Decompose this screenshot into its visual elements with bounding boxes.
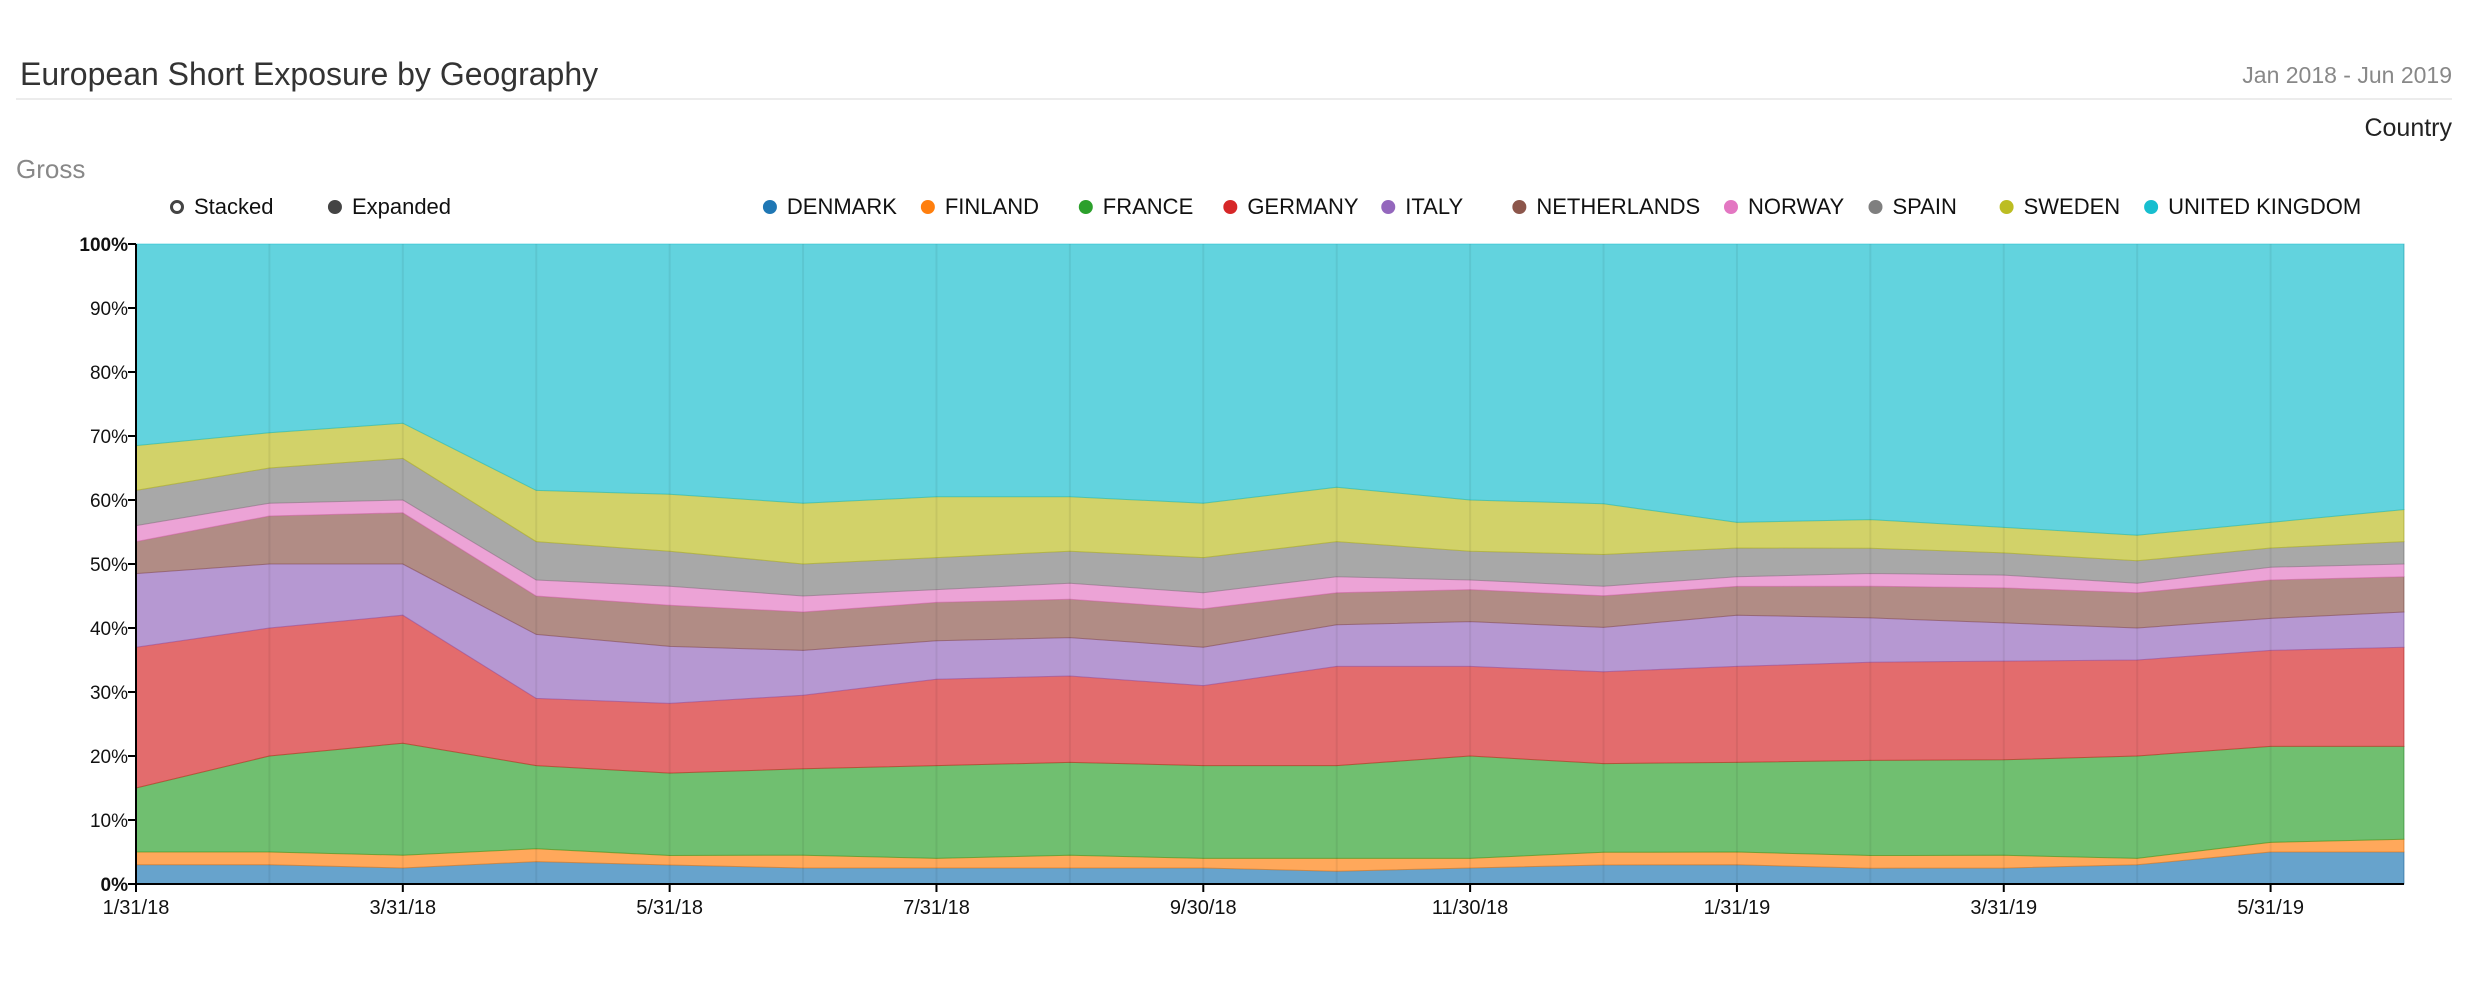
x-tick-label: 5/31/19 (2237, 897, 2304, 919)
y-tick-label: 20% (90, 747, 128, 768)
y-tick-label: 80% (90, 363, 128, 384)
chart-header: European Short Exposure by Geography Jan… (16, 52, 2452, 100)
legend-item-denmark[interactable]: DENMARK (762, 194, 897, 219)
x-tick-label: 3/31/19 (1970, 897, 2037, 919)
legend-label: DENMARK (787, 194, 897, 219)
x-tick-label: 1/31/19 (1704, 897, 1771, 919)
y-tick-label: 10% (90, 811, 128, 832)
legend-label: ITALY (1405, 194, 1463, 219)
legend-swatch (1868, 200, 1883, 214)
y-tick-label: 30% (90, 683, 128, 704)
legend-item-france[interactable]: FRANCE (1078, 194, 1193, 219)
area-layer (135, 243, 2405, 885)
y-tick-label: 60% (90, 491, 128, 512)
legend-swatch (1723, 200, 1738, 214)
mode-label: Stacked (194, 194, 274, 219)
axes: 0% 10% 20% 30% 40% 50% 60% 70% 80% 90% 100% 1/31/18… (79, 235, 2404, 919)
mode-option-stacked[interactable]: Stacked (170, 194, 274, 219)
legend-item-germany[interactable]: GERMANY (1223, 194, 1359, 219)
legend-swatch (2144, 200, 2159, 214)
radio-indicator (327, 200, 342, 214)
legend-label: NETHERLANDS (1536, 194, 1700, 219)
x-tick-label: 1/31/18 (103, 897, 170, 919)
legend-label: GERMANY (1247, 194, 1359, 219)
y-tick-label: 40% (90, 619, 128, 640)
legend-label: NORWAY (1748, 194, 1844, 219)
x-tick-label: 5/31/18 (636, 897, 703, 919)
date-range: Jan 2018 - Jun 2019 (2242, 62, 2452, 88)
legend-label: SWEDEN (2024, 194, 2121, 219)
legend-item-netherlands[interactable]: NETHERLANDS (1512, 194, 1700, 219)
x-tick-label: 7/31/18 (903, 897, 970, 919)
legend-swatch (1381, 200, 1396, 214)
mode-option-expanded[interactable]: Expanded (327, 194, 451, 219)
legend-swatch (920, 200, 935, 214)
stack-mode-controls: Stacked Expanded (170, 194, 451, 219)
y-tick-label: 70% (90, 427, 128, 448)
legend-swatch (762, 200, 777, 214)
y-tick-label: 90% (90, 299, 128, 320)
legend-label: FRANCE (1103, 194, 1193, 219)
legend-swatch (1999, 200, 2014, 214)
group-by-label: Country (2364, 114, 2452, 142)
legend-item-spain[interactable]: SPAIN (1868, 194, 1957, 219)
y-tick-label: 0% (101, 875, 129, 896)
legend: DENMARK FINLAND FRANCE GERMANY ITALY NETHERLA… (762, 194, 2361, 219)
y-tick-label: 100% (79, 235, 128, 256)
legend-label: UNITED KINGDOM (2168, 194, 2361, 219)
area-united-kingdom[interactable] (135, 243, 2405, 536)
mode-label: Expanded (352, 194, 451, 219)
legend-item-sweden[interactable]: SWEDEN (1999, 194, 2121, 219)
legend-label: FINLAND (945, 194, 1039, 219)
chart-title: European Short Exposure by Geography (20, 56, 599, 92)
legend-item-united-kingdom[interactable]: UNITED KINGDOM (2144, 194, 2361, 219)
legend-swatch (1512, 200, 1527, 214)
y-tick-label: 50% (90, 555, 128, 576)
radio-indicator (170, 200, 184, 214)
x-tick-label: 11/30/18 (1432, 897, 1508, 919)
legend-swatch (1223, 200, 1238, 214)
legend-swatch (1078, 200, 1093, 214)
measure-label: Gross (16, 154, 86, 184)
legend-item-norway[interactable]: NORWAY (1723, 194, 1844, 219)
legend-item-finland[interactable]: FINLAND (920, 194, 1039, 219)
legend-item-italy[interactable]: ITALY (1381, 194, 1463, 219)
x-tick-label: 3/31/18 (369, 897, 436, 919)
legend-label: SPAIN (1893, 194, 1957, 219)
x-tick-label: 9/30/18 (1170, 897, 1237, 919)
